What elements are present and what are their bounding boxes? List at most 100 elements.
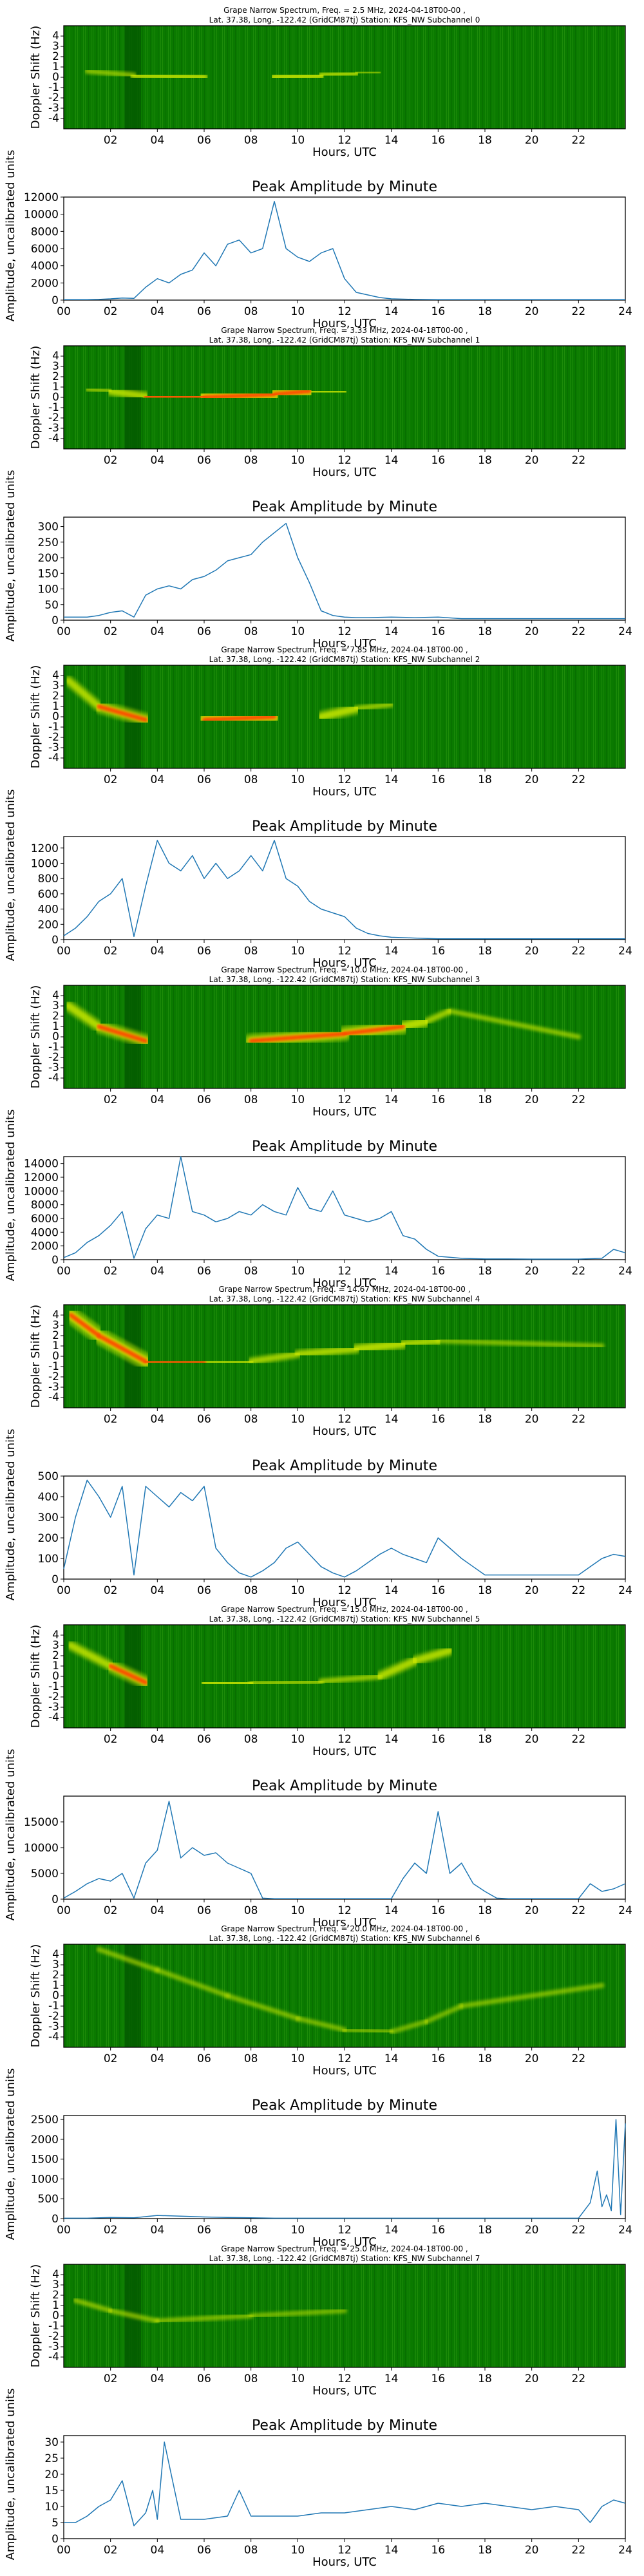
x-tick-label: 12 [337,2544,352,2557]
y-tick-label: 20 [44,2468,59,2481]
spectrogram-signal-segment [319,1674,382,1684]
spectrogram-signal-segment [296,2016,346,2032]
y-tick-label: 0 [52,934,59,947]
x-tick-label: 10 [291,625,305,638]
x-tick-label: 16 [431,1904,446,1917]
y-tick-label: 400 [38,1491,59,1504]
x-tick-label: 18 [478,1413,492,1426]
y-tick-label: 1000 [31,2173,59,2186]
x-tick-label: 18 [478,2372,492,2385]
x-tick-label: 24 [618,1904,632,1917]
y-tick-label: 0 [52,1989,59,2002]
x-tick-label: 22 [572,454,586,467]
y-tick-label: 14000 [24,1158,59,1171]
y-tick-label: -3 [48,2340,59,2353]
x-tick-label: 06 [197,1265,211,1278]
x-tick-label: 16 [431,945,446,958]
x-tick-label: 22 [572,945,586,958]
spectrogram-chart: Grape Narrow Spectrum, Freq. = 7.85 MHz,… [29,645,626,799]
x-tick-label: 00 [57,305,71,318]
x-tick-label: 22 [572,1584,586,1597]
x-tick-label: 04 [151,305,165,318]
x-tick-label: 08 [244,773,258,786]
y-tick-label: -1 [48,81,59,94]
x-tick-label: 02 [104,1413,118,1426]
spectrogram-signal-segment [424,1009,453,1024]
x-tick-label: 02 [104,1904,118,1917]
y-axis-label: Amplitude, uncalibrated units [4,2069,17,2240]
x-tick-label: 14 [384,1733,399,1746]
x-tick-label: 02 [104,945,118,958]
x-tick-label: 06 [197,454,211,467]
x-tick-label: 16 [431,1094,446,1106]
spectrogram-signal-segment [294,1346,359,1358]
x-axis-label: Hours, UTC [312,1916,377,1929]
y-tick-label: 200 [38,1532,59,1545]
amplitude-line [63,1479,626,1578]
spectrogram-signal-segment [412,1647,453,1664]
x-tick-label: 22 [572,2544,586,2557]
y-tick-label: 10000 [24,209,59,222]
x-tick-label: 12 [337,773,352,786]
amplitude-line [64,200,625,301]
amplitude-frame [63,516,626,621]
y-tick-label: 2 [52,370,59,383]
x-tick-label: 14 [384,625,399,638]
x-tick-label: 02 [104,2544,118,2557]
x-tick-label: 04 [151,1733,165,1746]
spectrogram-signal-segment [200,1358,255,1367]
x-tick-label: 02 [104,625,118,638]
spectrogram-signal-segment [400,1338,441,1347]
amplitude-frame [63,1795,626,1900]
y-tick-label: -2 [48,1370,59,1383]
x-tick-label: 14 [384,2224,399,2237]
y-tick-label: 2 [52,690,59,703]
y-axis-label: Amplitude, uncalibrated units [4,790,17,961]
spectrogram-signal-segment [306,388,348,395]
x-tick-label: 20 [525,134,539,147]
x-tick-label: 14 [384,773,399,786]
y-tick-label: 0 [52,1573,59,1586]
x-tick-label: 20 [525,2544,539,2557]
x-tick-label: 08 [244,1904,258,1917]
y-axis-label: Doppler Shift (Hz) [29,665,43,769]
x-tick-label: 12 [337,1733,352,1746]
spectrogram-chart: Grape Narrow Spectrum, Freq. = 25.0 MHz,… [29,2244,629,2398]
spectrogram-signal-segment [97,1024,148,1043]
x-tick-label: 20 [525,1265,539,1278]
spectrogram-signal-segment [436,1339,604,1348]
y-tick-label: -3 [48,1061,59,1074]
amplitude-chart: Peak Amplitude by Minute0100200300400500… [4,1429,632,1609]
x-tick-label: 02 [104,1265,118,1278]
y-axis-label: Amplitude, uncalibrated units [4,150,17,322]
amplitude-frame [63,836,626,940]
x-tick-label: 08 [244,454,258,467]
x-tick-label: 14 [384,134,399,147]
spectrogram-signal-segment [85,387,113,393]
spectrogram-signal-segment [97,1947,160,1972]
y-tick-label: -4 [48,1072,59,1084]
y-tick-label: 500 [38,2193,59,2206]
x-tick-label: 08 [244,625,258,638]
spectrogram-signal-segment [73,2298,113,2313]
y-tick-label: -2 [48,2010,59,2023]
y-tick-label: -1 [48,1680,59,1693]
amplitude-chart: Peak Amplitude by Minute0200040006000800… [4,150,632,330]
x-tick-label: 06 [197,1584,211,1597]
x-tick-label: 18 [478,2052,492,2065]
y-tick-label: 10 [44,2501,59,2514]
x-tick-label: 00 [57,2224,71,2237]
y-tick-label: -4 [48,1711,59,1724]
y-tick-label: -3 [48,102,59,115]
x-tick-label: 04 [151,625,165,638]
y-tick-label: -3 [48,1701,59,1714]
y-tick-label: -1 [48,2320,59,2333]
x-tick-label: 16 [431,305,446,318]
x-tick-label: 16 [431,1584,446,1597]
x-tick-label: 02 [104,454,118,467]
x-tick-label: 08 [244,2544,258,2557]
spectrogram-signal-segment [202,392,277,400]
x-tick-label: 18 [478,305,492,318]
x-tick-label: 14 [384,2052,399,2065]
amplitude-line [64,2119,626,2219]
